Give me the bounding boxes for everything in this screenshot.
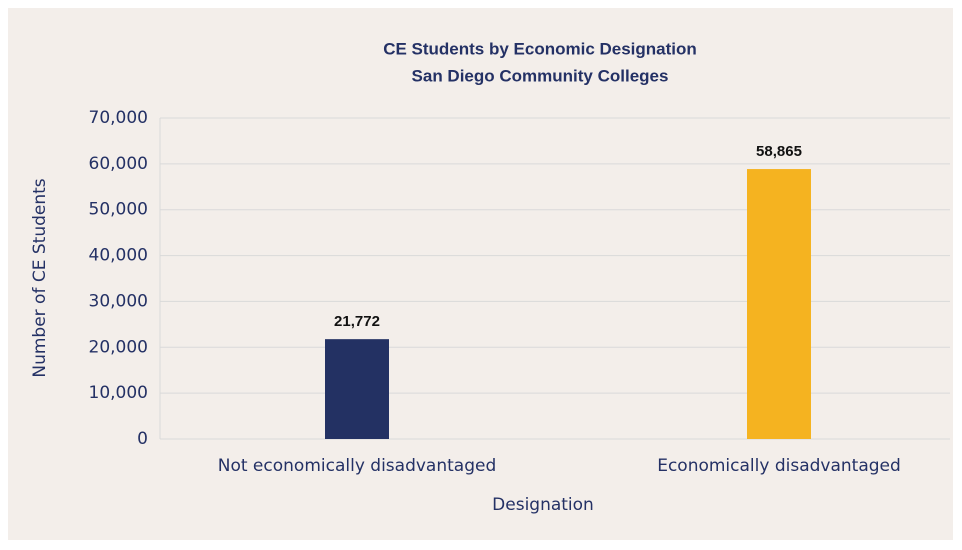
y-tick-label: 30,000 — [89, 291, 148, 311]
y-axis-title: Number of CE Students — [30, 178, 50, 377]
y-tick-label: 70,000 — [89, 108, 148, 128]
x-axis-title: Designation — [492, 495, 594, 515]
value-label: 21,772 — [334, 313, 380, 330]
chart-subtitle: San Diego Community Colleges — [412, 66, 669, 85]
y-tick-label: 60,000 — [89, 154, 148, 174]
chart-title: CE Students by Economic Designation — [383, 39, 697, 58]
y-tick-label: 50,000 — [89, 200, 148, 220]
bar — [325, 339, 389, 439]
y-tick-label: 10,000 — [89, 383, 148, 403]
y-tick-label: 0 — [137, 429, 148, 449]
bar — [747, 169, 811, 439]
value-label: 58,865 — [756, 143, 802, 160]
y-tick-label: 20,000 — [89, 337, 148, 357]
x-tick-label: Economically disadvantaged — [657, 456, 901, 476]
x-tick-label: Not economically disadvantaged — [218, 456, 496, 476]
y-tick-label: 40,000 — [89, 246, 148, 266]
